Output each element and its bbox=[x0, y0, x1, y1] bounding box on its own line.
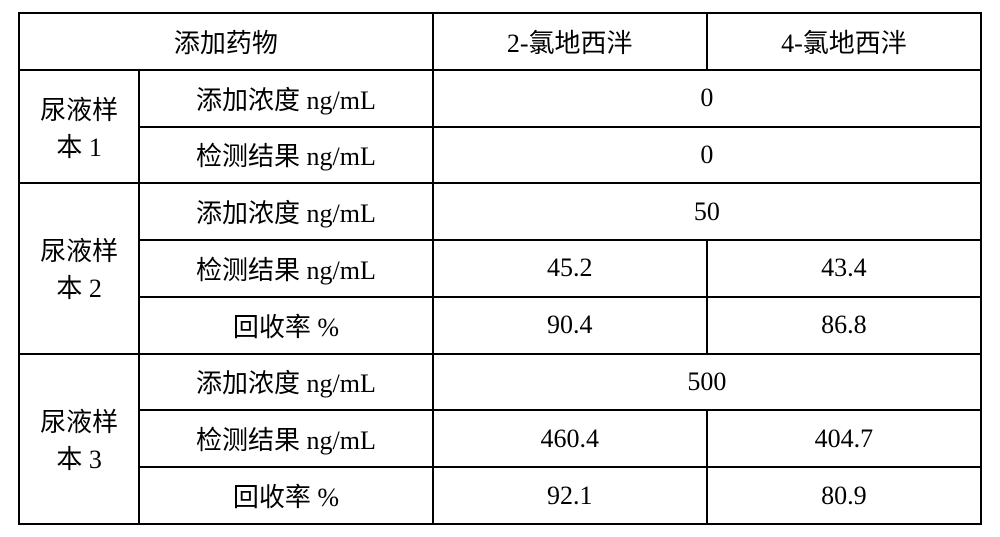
sample-2-label-line2: 本 2 bbox=[56, 274, 102, 303]
sample-2-recovery-c2: 86.8 bbox=[707, 297, 981, 354]
sample-1-label: 尿液样 本 1 bbox=[19, 70, 139, 184]
sample-3-add-conc-value: 500 bbox=[433, 354, 981, 411]
sample-3-label-line2: 本 3 bbox=[56, 445, 102, 474]
sample-3-recovery-c2: 80.9 bbox=[707, 467, 981, 524]
sample-3-detect-c1: 460.4 bbox=[433, 410, 707, 467]
results-table: 添加药物 2-氯地西泮 4-氯地西泮 尿液样 本 1 添加浓度 ng/mL 0 … bbox=[18, 12, 982, 525]
sample-3-detect-c2: 404.7 bbox=[707, 410, 981, 467]
sample-2-add-conc-label: 添加浓度 ng/mL bbox=[139, 183, 432, 240]
sample-2-detect-c2: 43.4 bbox=[707, 240, 981, 297]
sample-2-detect-c1: 45.2 bbox=[433, 240, 707, 297]
sample-3-add-conc-label: 添加浓度 ng/mL bbox=[139, 354, 432, 411]
sample-1-add-conc-label: 添加浓度 ng/mL bbox=[139, 70, 432, 127]
sample-2-recovery-label: 回收率 % bbox=[139, 297, 432, 354]
header-drug-label: 添加药物 bbox=[19, 13, 433, 70]
sample-3-label-line1: 尿液样 bbox=[40, 408, 118, 437]
sample-1-add-conc-value: 0 bbox=[433, 70, 981, 127]
sample-3-label: 尿液样 本 3 bbox=[19, 354, 139, 524]
sample-1-detect-value: 0 bbox=[433, 127, 981, 184]
sample-2-add-conc-value: 50 bbox=[433, 183, 981, 240]
header-col-2: 4-氯地西泮 bbox=[707, 13, 981, 70]
sample-2-label-line1: 尿液样 bbox=[40, 237, 118, 266]
sample-2-recovery-c1: 90.4 bbox=[433, 297, 707, 354]
sample-1-label-line2: 本 1 bbox=[56, 133, 102, 162]
sample-3-recovery-label: 回收率 % bbox=[139, 467, 432, 524]
sample-2-detect-label: 检测结果 ng/mL bbox=[139, 240, 432, 297]
sample-1-detect-label: 检测结果 ng/mL bbox=[139, 127, 432, 184]
header-col-1: 2-氯地西泮 bbox=[433, 13, 707, 70]
sample-2-label: 尿液样 本 2 bbox=[19, 183, 139, 353]
sample-1-label-line1: 尿液样 bbox=[40, 96, 118, 125]
sample-3-recovery-c1: 92.1 bbox=[433, 467, 707, 524]
sample-3-detect-label: 检测结果 ng/mL bbox=[139, 410, 432, 467]
